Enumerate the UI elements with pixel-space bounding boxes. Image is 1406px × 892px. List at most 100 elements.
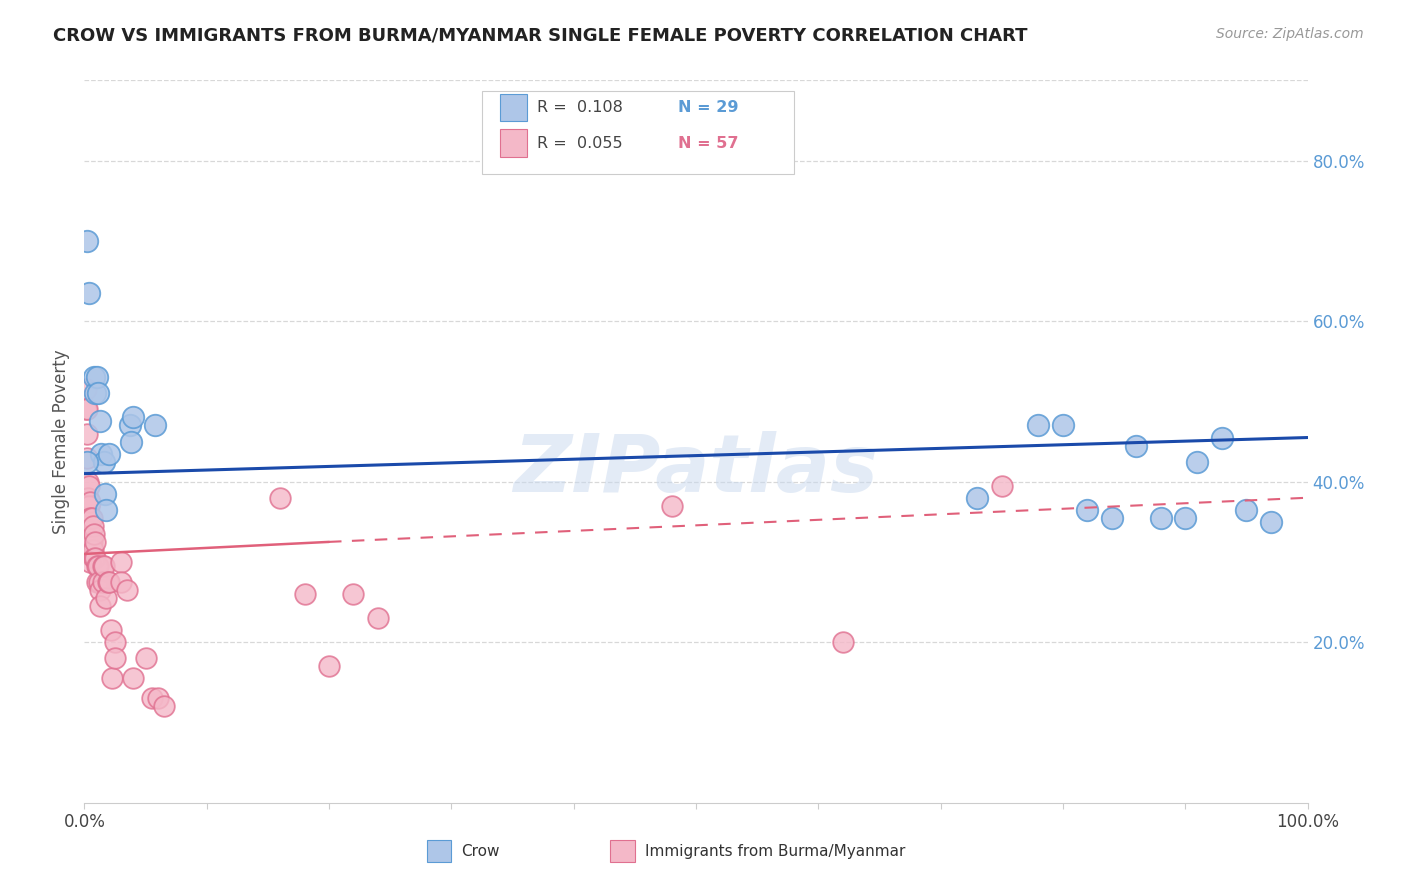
- Point: [82, 542, 104, 557]
- Point: [79, 555, 101, 569]
- Point: [141, 691, 163, 706]
- Point: [96, 502, 118, 516]
- Point: [1187, 454, 1209, 469]
- Bar: [501, 94, 527, 121]
- Point: [269, 491, 291, 505]
- Point: [79, 534, 101, 549]
- Point: [83, 526, 105, 541]
- Point: [1150, 510, 1173, 524]
- Point: [1052, 418, 1074, 433]
- Point: [79, 494, 101, 508]
- Point: [86, 574, 108, 589]
- Point: [110, 574, 132, 589]
- Point: [1076, 502, 1098, 516]
- Point: [86, 558, 108, 574]
- Point: [115, 583, 138, 598]
- Point: [77, 478, 100, 492]
- Point: [87, 558, 110, 574]
- Point: [76, 234, 98, 248]
- Point: [122, 410, 145, 425]
- Text: R =  0.055: R = 0.055: [537, 136, 623, 151]
- Point: [104, 635, 127, 649]
- Point: [91, 574, 114, 589]
- Bar: [610, 840, 636, 862]
- Text: ZIPatlas: ZIPatlas: [513, 432, 879, 509]
- Point: [89, 599, 111, 614]
- Point: [294, 587, 316, 601]
- Point: [77, 531, 100, 545]
- Point: [77, 510, 100, 524]
- Point: [80, 510, 103, 524]
- Point: [1174, 510, 1197, 524]
- Point: [83, 550, 105, 566]
- Point: [90, 446, 112, 460]
- Point: [87, 574, 110, 589]
- Point: [661, 499, 683, 513]
- Point: [991, 478, 1014, 492]
- Point: [966, 491, 988, 505]
- Point: [77, 285, 100, 300]
- Text: Immigrants from Burma/Myanmar: Immigrants from Burma/Myanmar: [644, 844, 905, 859]
- Point: [367, 611, 389, 625]
- Point: [100, 623, 122, 637]
- FancyBboxPatch shape: [482, 91, 794, 174]
- Point: [1260, 515, 1282, 529]
- Point: [76, 454, 98, 469]
- Point: [318, 659, 340, 673]
- Point: [153, 699, 176, 714]
- Point: [97, 446, 120, 460]
- Point: [89, 583, 111, 598]
- Point: [76, 402, 98, 417]
- Point: [77, 475, 100, 489]
- Point: [80, 534, 103, 549]
- Point: [110, 555, 132, 569]
- Text: R =  0.108: R = 0.108: [537, 100, 623, 115]
- Point: [89, 414, 111, 428]
- Point: [146, 691, 169, 706]
- Point: [118, 418, 141, 433]
- Point: [104, 651, 127, 665]
- Point: [91, 558, 114, 574]
- Text: Crow: Crow: [461, 844, 499, 859]
- Point: [77, 491, 100, 505]
- Point: [87, 386, 110, 401]
- Point: [75, 402, 97, 417]
- Point: [83, 370, 105, 384]
- Bar: [427, 840, 451, 862]
- Point: [82, 518, 104, 533]
- Point: [97, 574, 120, 589]
- Point: [831, 635, 853, 649]
- Point: [97, 574, 120, 589]
- Point: [1101, 510, 1123, 524]
- Point: [135, 651, 157, 665]
- Point: [76, 450, 98, 465]
- Point: [120, 434, 142, 449]
- Point: [77, 499, 100, 513]
- Text: CROW VS IMMIGRANTS FROM BURMA/MYANMAR SINGLE FEMALE POVERTY CORRELATION CHART: CROW VS IMMIGRANTS FROM BURMA/MYANMAR SI…: [53, 27, 1028, 45]
- Bar: [501, 129, 527, 157]
- Text: Source: ZipAtlas.com: Source: ZipAtlas.com: [1216, 27, 1364, 41]
- Text: N = 57: N = 57: [678, 136, 738, 151]
- Point: [86, 370, 108, 384]
- Point: [84, 534, 107, 549]
- Point: [93, 558, 115, 574]
- Point: [77, 547, 100, 561]
- Point: [96, 591, 118, 605]
- Point: [79, 510, 101, 524]
- Point: [1125, 438, 1147, 452]
- Point: [1211, 430, 1233, 444]
- Point: [77, 523, 100, 537]
- Point: [76, 426, 98, 441]
- Point: [1236, 502, 1258, 516]
- Text: N = 29: N = 29: [678, 100, 738, 115]
- Point: [94, 486, 117, 500]
- Point: [93, 454, 115, 469]
- Point: [101, 671, 124, 685]
- Point: [84, 550, 107, 566]
- Point: [75, 382, 97, 396]
- Point: [84, 386, 107, 401]
- Point: [143, 418, 166, 433]
- Point: [1028, 418, 1050, 433]
- Point: [342, 587, 364, 601]
- Y-axis label: Single Female Poverty: Single Female Poverty: [52, 350, 70, 533]
